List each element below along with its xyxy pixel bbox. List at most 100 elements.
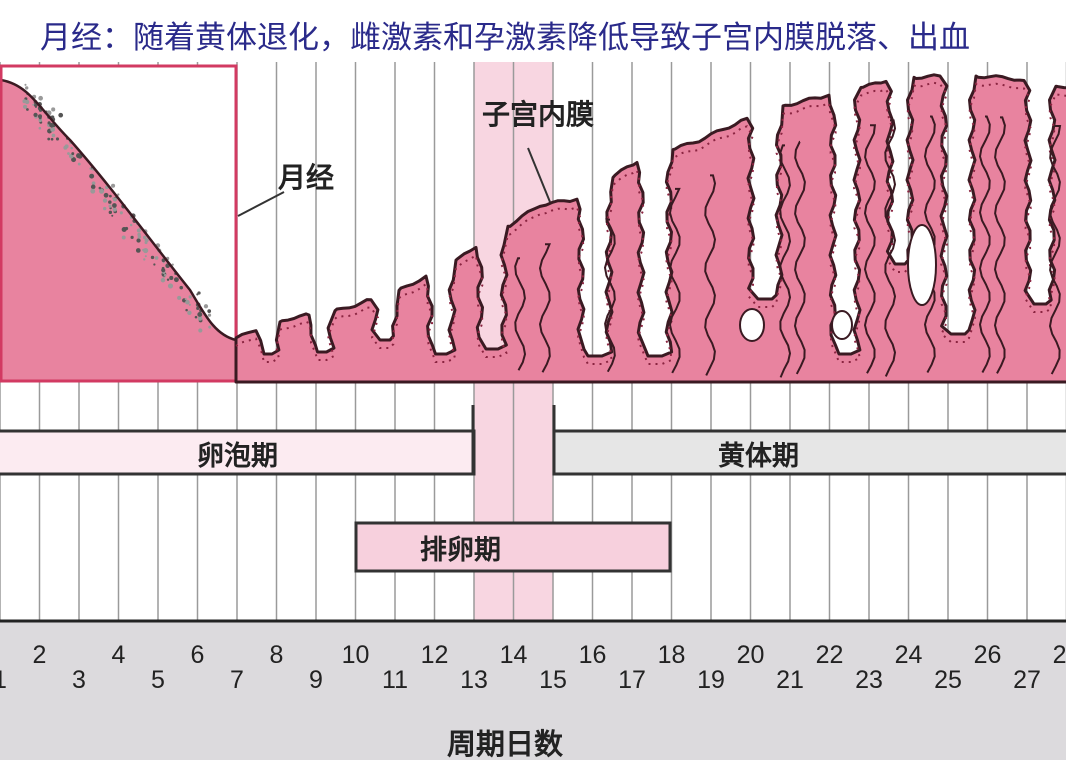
follicular-phase-label: 卵泡期 xyxy=(197,440,278,472)
gland-line xyxy=(779,144,792,378)
debris-speck xyxy=(130,235,134,240)
debris-speck xyxy=(108,204,112,208)
debris-speck xyxy=(124,226,129,231)
debris-speck xyxy=(166,278,170,281)
day-label: 19 xyxy=(697,666,725,694)
debris-speck xyxy=(89,167,92,170)
follicular-phase-bar: 卵泡期 xyxy=(0,405,476,476)
gland-line xyxy=(603,218,616,373)
debris-speck xyxy=(207,309,212,313)
debris-speck xyxy=(38,118,43,123)
debris-speck xyxy=(188,303,191,306)
day-label: 8 xyxy=(270,641,284,669)
endometrium-label: 子宫内膜 xyxy=(482,98,594,131)
luteal-phase-bar: 黄体期 xyxy=(552,405,1066,476)
debris-speck xyxy=(163,273,167,277)
debris-speck xyxy=(55,137,60,141)
luteal-bar-rect xyxy=(552,429,1066,476)
day-label: 15 xyxy=(539,666,567,694)
day-label: 18 xyxy=(658,641,686,669)
debris-speck xyxy=(47,137,51,141)
debris-speck xyxy=(24,99,30,105)
gland-line xyxy=(993,116,1006,374)
debris-speck xyxy=(111,183,116,188)
debris-speck xyxy=(37,114,43,119)
debris-speck xyxy=(150,255,155,260)
debris-speck xyxy=(24,83,27,86)
gland-line xyxy=(793,140,806,375)
debris-speck xyxy=(197,316,203,321)
axis-title: 周期日数 xyxy=(447,727,564,760)
debris-speck xyxy=(33,112,38,118)
debris-speck xyxy=(91,181,96,186)
debris-speck xyxy=(32,103,35,106)
debris-speck xyxy=(203,304,209,309)
debris-speck xyxy=(185,308,188,312)
day-label: 12 xyxy=(421,641,449,669)
debris-speck xyxy=(67,152,70,155)
debris-speck xyxy=(108,200,112,204)
ovulation-bar-rect xyxy=(354,521,672,573)
debris-speck xyxy=(51,107,56,112)
debris-speck xyxy=(207,313,212,317)
day-label: 10 xyxy=(342,641,370,669)
debris-speck xyxy=(112,207,117,212)
gland-lumen xyxy=(739,308,765,342)
axis-background xyxy=(0,621,1066,760)
debris-speck xyxy=(184,297,187,301)
gland-line xyxy=(884,119,897,377)
debris-speck xyxy=(71,152,75,156)
debris-speck xyxy=(121,235,126,240)
day-label: 21 xyxy=(776,666,804,694)
day-label: 7 xyxy=(230,666,244,694)
debris-speck xyxy=(26,108,29,111)
gland-line xyxy=(514,257,527,371)
gland-line xyxy=(1048,125,1062,375)
day-label: 1 xyxy=(0,666,7,694)
debris-speck xyxy=(76,153,82,159)
day-label: 16 xyxy=(579,641,607,669)
debris-speck xyxy=(70,146,73,150)
day-label: 17 xyxy=(618,666,646,694)
day-label: 9 xyxy=(309,666,323,694)
debris-speck xyxy=(38,126,42,130)
debris-speck xyxy=(208,325,212,329)
debris-speck xyxy=(90,188,96,194)
debris-speck xyxy=(71,157,77,163)
debris-speck xyxy=(58,112,64,118)
shedding-edge xyxy=(0,78,237,342)
gland-line xyxy=(978,115,991,373)
debris-speck xyxy=(112,197,117,202)
endometrium-leader-line xyxy=(527,147,551,203)
day-label: 23 xyxy=(855,666,883,694)
debris-speck xyxy=(143,258,146,261)
debris-speck xyxy=(136,238,141,243)
gland-line xyxy=(538,243,551,373)
day-label: 20 xyxy=(737,641,765,669)
debris-speck xyxy=(169,276,173,280)
debris-speck xyxy=(112,203,117,208)
debris-speck xyxy=(197,291,201,295)
debris-speck xyxy=(103,206,107,211)
debris-speck xyxy=(103,192,109,198)
debris-speck xyxy=(144,241,148,245)
debris-speck xyxy=(24,86,29,90)
day-label: 5 xyxy=(151,666,165,694)
debris-speck xyxy=(108,210,113,215)
day-label: 6 xyxy=(191,641,205,669)
day-label: 4 xyxy=(112,641,126,669)
debris-speck xyxy=(90,184,96,190)
day-label: 2 xyxy=(33,641,47,669)
ovulation-phase-bar: 排卵期 xyxy=(354,521,672,573)
debris-speck xyxy=(108,194,112,198)
luteal-phase-label: 黄体期 xyxy=(718,441,799,472)
menstrual-box-border xyxy=(0,64,238,383)
debris-speck xyxy=(49,122,55,128)
shedding-endometrium xyxy=(1,80,236,381)
debris-speck xyxy=(153,263,156,266)
debris-speck xyxy=(136,228,141,233)
day-label: 25 xyxy=(934,666,962,694)
ovulation-phase-label: 排卵期 xyxy=(420,535,501,566)
